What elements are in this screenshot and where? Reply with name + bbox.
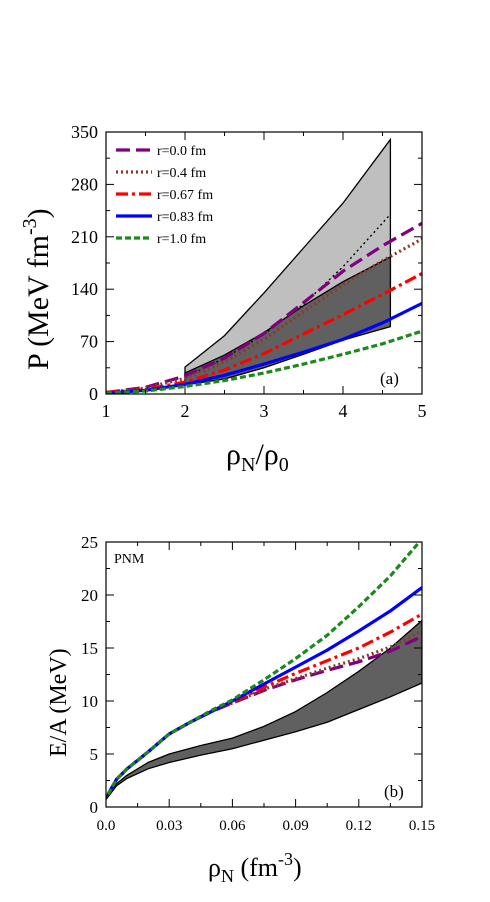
panel-b-series-4 bbox=[106, 542, 422, 796]
panel-b-bands bbox=[106, 619, 422, 801]
panel-a-xtick-label-4: 5 bbox=[418, 401, 427, 421]
panel-b-xtick-label-2: 0.06 bbox=[219, 818, 246, 834]
panel-b-ytick-label-0: 0 bbox=[90, 798, 99, 817]
panel-b-xlabel: ρN (fm-3) bbox=[208, 849, 302, 886]
panel-a-ytick-label-2: 140 bbox=[71, 279, 98, 299]
panel-b-xtick-label-3: 0.09 bbox=[282, 818, 308, 834]
panel-a-xtick-label-2: 3 bbox=[260, 401, 269, 421]
panel-b-ytick-label-1: 5 bbox=[90, 745, 99, 764]
panel-b-xtick-label-0: 0.0 bbox=[97, 818, 116, 834]
panel-b-ticks: 0.0 0.03 0.06 0.09 0.12 0.15 0 5 10 15 20 25 bbox=[81, 533, 435, 834]
panel-b-xtick-label-4: 0.12 bbox=[346, 818, 372, 834]
panel-a-ytick-label-0: 0 bbox=[89, 384, 98, 404]
panel-b-ytick-label-2: 10 bbox=[81, 692, 98, 711]
panel-b-ytick-label-5: 25 bbox=[81, 533, 98, 552]
panel-b-label: (b) bbox=[384, 782, 404, 801]
panel-a-series-0 bbox=[106, 221, 422, 394]
panel-a-series-1 bbox=[106, 237, 422, 394]
panel-b-band-0 bbox=[106, 619, 422, 801]
panel-b: 0.0 0.03 0.06 0.09 0.12 0.15 0 5 10 15 20 25 PNM (b… bbox=[46, 533, 435, 886]
panel-a-ytick-label-1: 70 bbox=[80, 332, 98, 352]
panel-a-xtick-label-1: 2 bbox=[181, 401, 190, 421]
panel-a-band-mid-line bbox=[184, 213, 391, 379]
panel-a-series bbox=[106, 221, 422, 394]
panel-a-label: (a) bbox=[380, 369, 399, 388]
legend-label-2: r=0.67 fm bbox=[157, 188, 213, 203]
panel-a-ytick-label-5: 350 bbox=[71, 122, 98, 142]
legend-label-4: r=1.0 fm bbox=[157, 232, 206, 247]
panel-b-ytick-label-3: 15 bbox=[81, 639, 98, 658]
panel-a-ticks: 1 2 3 4 5 0 70 140 210 280 350 bbox=[71, 122, 427, 421]
panel-a-ytick-label-4: 280 bbox=[71, 174, 98, 194]
panel-a-xlabel: ρN/ρ0 bbox=[226, 438, 289, 476]
panel-b-xtick-label-5: 0.15 bbox=[409, 818, 435, 834]
panel-a-xtick-label-0: 1 bbox=[102, 401, 111, 421]
panel-a-ylabel: P (MeV fm-3) bbox=[19, 208, 55, 370]
legend-label-0: r=0.0 fm bbox=[157, 144, 206, 159]
panel-b-xtick-label-1: 0.03 bbox=[156, 818, 182, 834]
panel-b-annotation: PNM bbox=[114, 552, 145, 567]
panel-a-xtick-label-3: 4 bbox=[339, 401, 348, 421]
legend-label-3: r=0.83 fm bbox=[157, 210, 213, 225]
panel-a-ytick-label-3: 210 bbox=[71, 227, 98, 247]
panel-a-legend: r=0.0 fm r=0.4 fm r=0.67 fm r=0.83 fm r=1.0 … bbox=[116, 144, 213, 247]
panel-a-series-3 bbox=[106, 301, 422, 394]
panel-b-ylabel: E/A (MeV) bbox=[46, 648, 72, 757]
panel-b-series bbox=[106, 542, 422, 796]
legend-label-1: r=0.4 fm bbox=[157, 166, 206, 181]
panel-b-ytick-label-4: 20 bbox=[81, 586, 98, 605]
panel-a-bands bbox=[184, 137, 392, 386]
